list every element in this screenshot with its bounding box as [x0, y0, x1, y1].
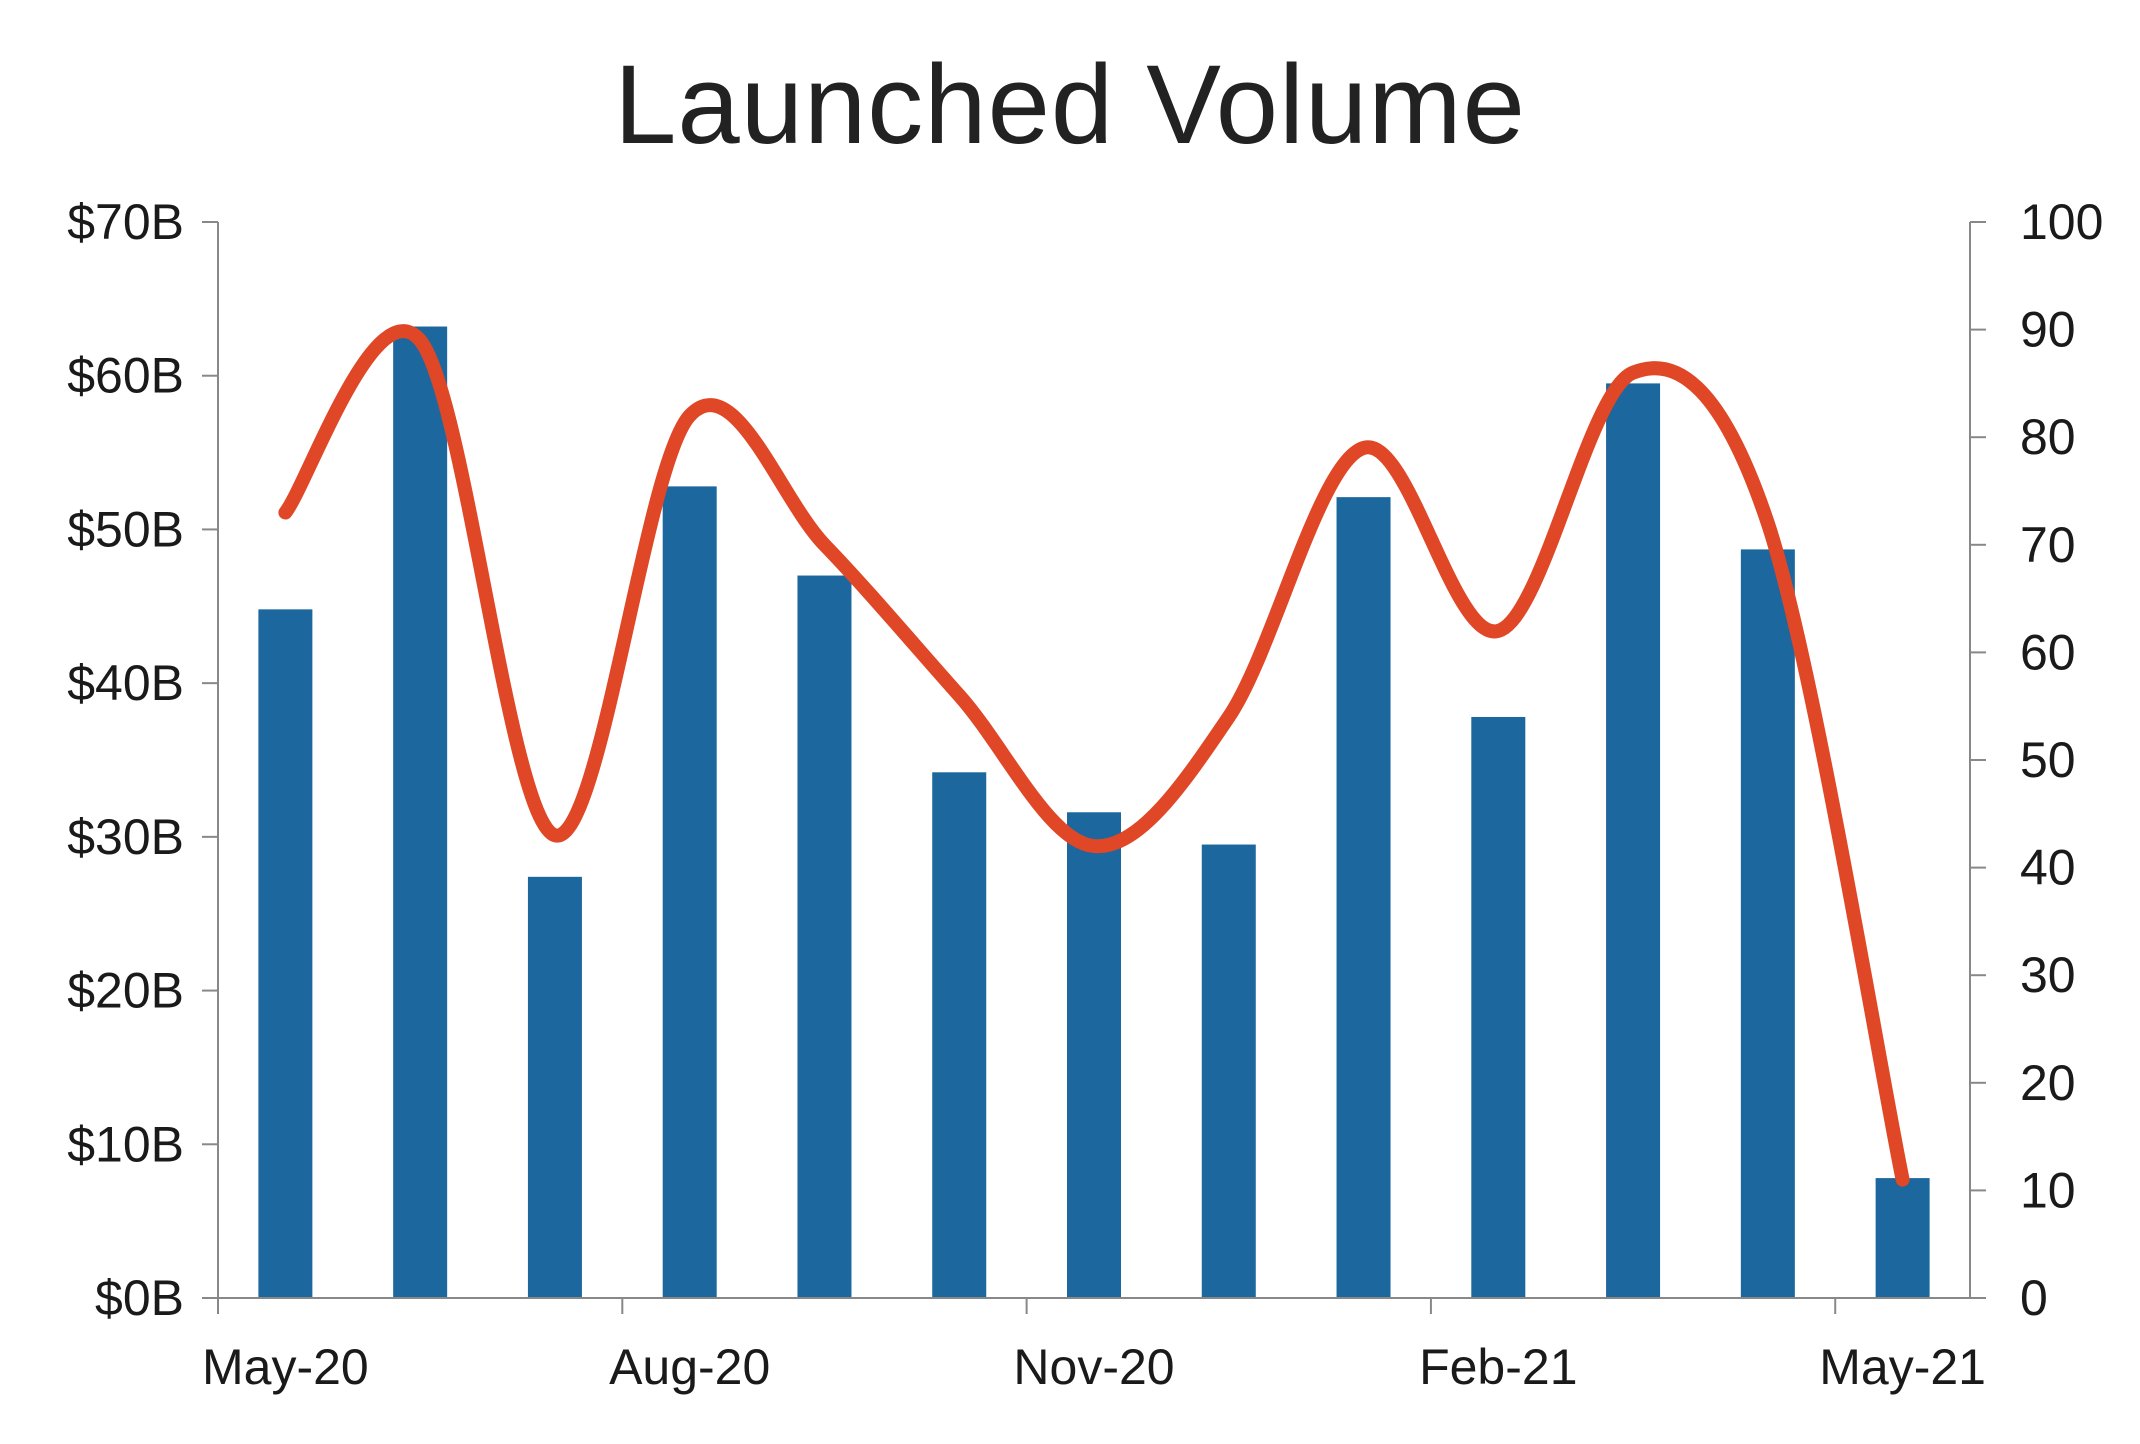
bar-Sep-20: [797, 575, 852, 1298]
y-right-tick-label: 30: [2020, 947, 2076, 1003]
y-left-tick-label: $70B: [67, 194, 184, 250]
bar-Aug-20: [662, 486, 717, 1299]
y-right-tick-label: 70: [2020, 517, 2076, 573]
bar-Jun-20: [393, 326, 448, 1298]
bar-Jan-21: [1336, 497, 1391, 1298]
y-left-tick-label: $40B: [67, 655, 184, 711]
y-left-tick-label: $10B: [67, 1116, 184, 1172]
bar-Dec-20: [1201, 844, 1256, 1298]
x-tick-label: May-20: [202, 1339, 369, 1395]
y-left-tick-label: $0B: [95, 1270, 184, 1326]
x-tick-label: Feb-21: [1419, 1339, 1577, 1395]
y-left-tick-label: $30B: [67, 809, 184, 865]
y-left-tick-label: $50B: [67, 501, 184, 557]
y-right-tick-label: 100: [2020, 194, 2103, 250]
y-right-tick-label: 50: [2020, 732, 2076, 788]
y-right-tick-label: 0: [2020, 1270, 2048, 1326]
bar-Jul-20: [527, 876, 582, 1298]
bar-Mar-21: [1606, 383, 1661, 1298]
series-line: [278, 324, 1910, 1187]
y-right-tick-label: 10: [2020, 1162, 2076, 1218]
y-right-tick-label: 80: [2020, 409, 2076, 465]
bar-Nov-20: [1067, 812, 1121, 1298]
bar-May-20: [258, 609, 313, 1298]
y-right-tick-label: 90: [2020, 302, 2076, 358]
x-tick-label: May-21: [1819, 1339, 1986, 1395]
bar-Feb-21: [1471, 716, 1526, 1298]
bar-Oct-20: [932, 772, 987, 1298]
bar-May-21: [1875, 1178, 1930, 1298]
y-right-tick-label: 20: [2020, 1055, 2076, 1111]
y-right-tick-label: 40: [2020, 840, 2076, 896]
y-left-tick-label: $60B: [67, 348, 184, 404]
y-right-tick-label: 60: [2020, 624, 2076, 680]
bar-Apr-21: [1740, 549, 1795, 1298]
x-tick-label: Nov-20: [1013, 1339, 1174, 1395]
y-left-tick-label: $20B: [67, 963, 184, 1019]
chart-title: Launched Volume: [614, 42, 1526, 167]
x-tick-label: Aug-20: [609, 1339, 770, 1395]
